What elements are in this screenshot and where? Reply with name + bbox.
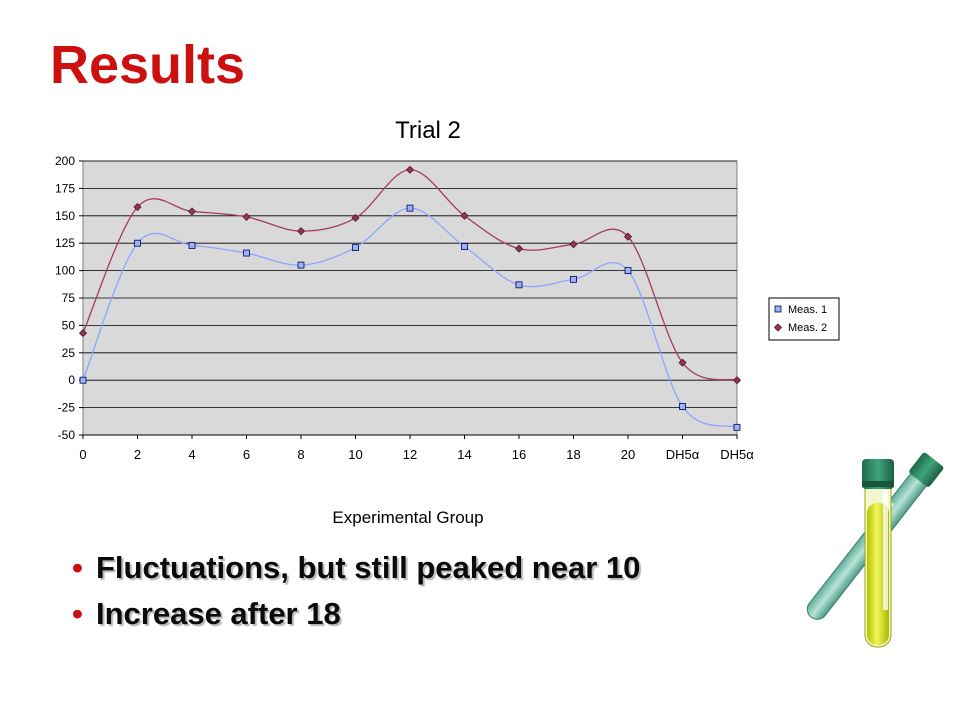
y-tick-label: 0 bbox=[68, 373, 75, 387]
data-point-meas-2 bbox=[133, 202, 142, 212]
x-tick-label: 6 bbox=[243, 447, 250, 462]
x-tick-label: 8 bbox=[297, 447, 304, 462]
data-point-meas-1 bbox=[134, 239, 141, 247]
data-point-meas-2 bbox=[78, 329, 88, 338]
y-tick-label: 125 bbox=[55, 236, 75, 250]
data-point-meas-2 bbox=[405, 165, 415, 174]
x-tick-label: 14 bbox=[457, 447, 471, 462]
x-tick-label: DH5α bbox=[666, 447, 700, 462]
y-tick-label: 100 bbox=[55, 264, 75, 278]
bullet-list: • Fluctuations, but still peaked near 10 … bbox=[72, 545, 640, 637]
data-point-meas-1 bbox=[79, 376, 87, 384]
legend-label-1: Meas. 1 bbox=[788, 304, 827, 316]
data-point-meas-2 bbox=[187, 207, 197, 216]
data-point-meas-1 bbox=[188, 241, 196, 249]
data-point-meas-2 bbox=[514, 244, 524, 253]
x-axis-label: Experimental Group bbox=[332, 508, 483, 527]
y-tick-label: 25 bbox=[62, 346, 76, 360]
data-point-meas-1 bbox=[352, 244, 359, 251]
series-group bbox=[78, 165, 742, 431]
data-point-meas-1 bbox=[243, 249, 250, 257]
y-tick-label: -25 bbox=[58, 401, 76, 415]
chart-title: Trial 2 bbox=[395, 117, 461, 144]
x-tick-label: 0 bbox=[79, 447, 86, 462]
x-tick-label: 18 bbox=[566, 447, 580, 462]
data-point-meas-1 bbox=[570, 275, 577, 283]
legend-box bbox=[768, 297, 840, 341]
data-point-meas-1 bbox=[406, 204, 414, 212]
slide-title: Results bbox=[50, 35, 246, 95]
bullet-text: Increase after 18 bbox=[96, 596, 341, 631]
yellow-tube bbox=[862, 459, 894, 648]
test-tubes-image bbox=[806, 452, 944, 648]
x-tick-label: 12 bbox=[403, 447, 417, 462]
data-point-meas-2 bbox=[623, 232, 633, 241]
x-tick-label: 20 bbox=[621, 447, 635, 462]
y-tick-label: 150 bbox=[55, 209, 75, 223]
y-axis: -50 -25 0 25 50 75 100 125 150 175 200 bbox=[55, 154, 83, 442]
data-point-meas-1 bbox=[679, 403, 686, 410]
y-tick-label: 175 bbox=[55, 181, 75, 195]
line-chart: Trial 2 -50 -25 0 25 50 75 100 125 150 175 200 0 2 4… bbox=[55, 117, 840, 527]
legend-marker-1 bbox=[774, 305, 782, 313]
data-point-meas-2 bbox=[732, 376, 742, 385]
bullet-item: • Increase after 18 bbox=[72, 591, 640, 637]
data-point-meas-1 bbox=[733, 423, 741, 431]
bullet-item: • Fluctuations, but still peaked near 10 bbox=[72, 545, 640, 591]
x-axis: 0 2 4 6 8 10 12 14 16 18 20 DH5α DH5α bbox=[79, 434, 754, 462]
x-tick-label: DH5α bbox=[720, 447, 754, 462]
y-tick-label: 200 bbox=[55, 154, 75, 168]
x-tick-label: 2 bbox=[134, 447, 141, 462]
legend-label-2: Meas. 2 bbox=[788, 322, 827, 334]
data-point-meas-2 bbox=[569, 240, 578, 249]
data-point-meas-2 bbox=[296, 227, 306, 236]
bullet-marker: • bbox=[72, 596, 83, 631]
data-point-meas-1 bbox=[461, 243, 468, 250]
data-point-meas-1 bbox=[297, 261, 305, 269]
bullet-marker: • bbox=[72, 550, 83, 585]
bullet-text: Fluctuations, but still peaked near 10 bbox=[96, 550, 641, 585]
y-tick-label: 75 bbox=[62, 291, 76, 305]
data-point-meas-1 bbox=[515, 281, 523, 289]
x-tick-label: 16 bbox=[512, 447, 526, 462]
data-point-meas-2 bbox=[678, 358, 687, 367]
data-point-meas-2 bbox=[460, 211, 469, 220]
data-point-meas-1 bbox=[624, 267, 632, 275]
y-tick-label: 50 bbox=[62, 318, 76, 332]
data-point-meas-2 bbox=[242, 212, 251, 221]
x-tick-label: 10 bbox=[348, 447, 362, 462]
data-point-meas-2 bbox=[351, 213, 360, 223]
legend: Meas. 1 Meas. 2 bbox=[768, 297, 840, 341]
legend-marker-2 bbox=[773, 323, 783, 332]
x-tick-label: 4 bbox=[188, 447, 195, 462]
y-tick-label: -50 bbox=[58, 428, 76, 442]
